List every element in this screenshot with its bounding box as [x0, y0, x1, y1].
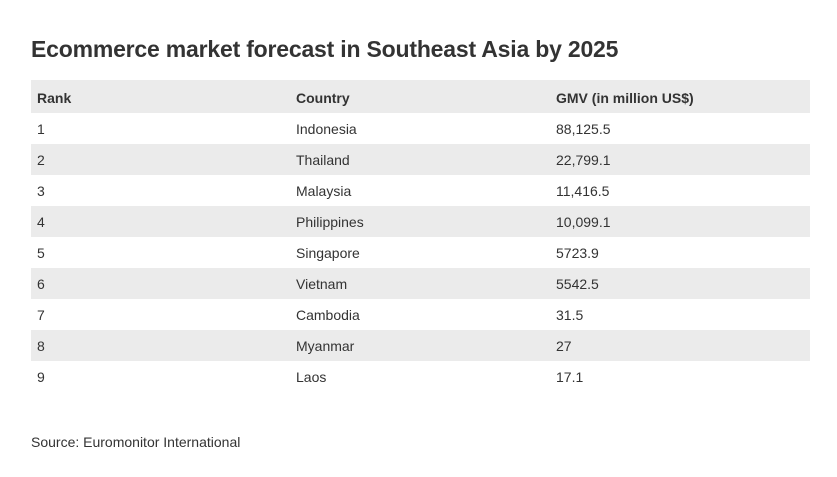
table-cell-gmv: 11,416.5 — [556, 182, 610, 199]
header-row: Rank Country GMV (in million US$) — [31, 80, 810, 113]
column-header-rank: Rank — [31, 80, 290, 113]
table-row: 8 Myanmar 27 — [31, 330, 810, 361]
source-note: Source: Euromonitor International — [31, 434, 241, 450]
table-cell-gmv: 22,799.1 — [550, 144, 810, 175]
table-cell-country: Indonesia — [296, 120, 357, 137]
table-cell-gmv: 31.5 — [556, 306, 584, 323]
table-cell-gmv: 5542.5 — [550, 268, 810, 299]
table-cell-country: Malaysia — [296, 182, 352, 199]
table-cell-gmv: 5723.9 — [556, 244, 599, 261]
table-cell-rank: 9 — [37, 368, 45, 385]
table-cell-country: Thailand — [290, 144, 550, 175]
table-row: 7 Cambodia 31.5 — [31, 299, 810, 330]
table-cell-rank: 1 — [37, 120, 45, 137]
table-body: 1 Indonesia 88,125.5 2 Thailand 22,799.1 3 Mala… — [31, 113, 810, 392]
table-cell-country: Laos — [296, 368, 327, 385]
table-row: 2 Thailand 22,799.1 — [31, 144, 810, 175]
table-row: 9 Laos 17.1 — [31, 361, 810, 392]
data-table: Rank Country GMV (in million US$) 1 Indon… — [31, 80, 810, 392]
table-cell-rank: 3 — [37, 182, 45, 199]
table-cell-rank: 5 — [37, 244, 45, 261]
table-cell-country: Myanmar — [290, 330, 550, 361]
table-header: Rank Country GMV (in million US$) — [31, 80, 810, 113]
table-cell-rank: 8 — [31, 330, 290, 361]
table-cell-country: Vietnam — [290, 268, 550, 299]
table-cell-country: Cambodia — [296, 306, 360, 323]
table-row: 1 Indonesia 88,125.5 — [31, 113, 810, 144]
table-row: 3 Malaysia 11,416.5 — [31, 175, 810, 206]
table-cell-rank: 6 — [31, 268, 290, 299]
table-cell-gmv: 10,099.1 — [550, 206, 810, 237]
column-header-gmv: GMV (in million US$) — [550, 80, 810, 113]
table-cell-gmv: 27 — [550, 330, 810, 361]
table-cell-country: Singapore — [296, 244, 360, 261]
table-cell-rank: 2 — [31, 144, 290, 175]
table-cell-rank: 4 — [31, 206, 290, 237]
table-row: 6 Vietnam 5542.5 — [31, 268, 810, 299]
table-row: 5 Singapore 5723.9 — [31, 237, 810, 268]
chart-title: Ecommerce market forecast in Southeast A… — [31, 36, 619, 62]
table-row: 4 Philippines 10,099.1 — [31, 206, 810, 237]
column-header-country: Country — [290, 80, 550, 113]
table-cell-rank: 7 — [37, 306, 45, 323]
table-cell-gmv: 17.1 — [556, 368, 584, 385]
table-cell-country: Philippines — [290, 206, 550, 237]
table-cell-gmv: 88,125.5 — [556, 120, 611, 137]
